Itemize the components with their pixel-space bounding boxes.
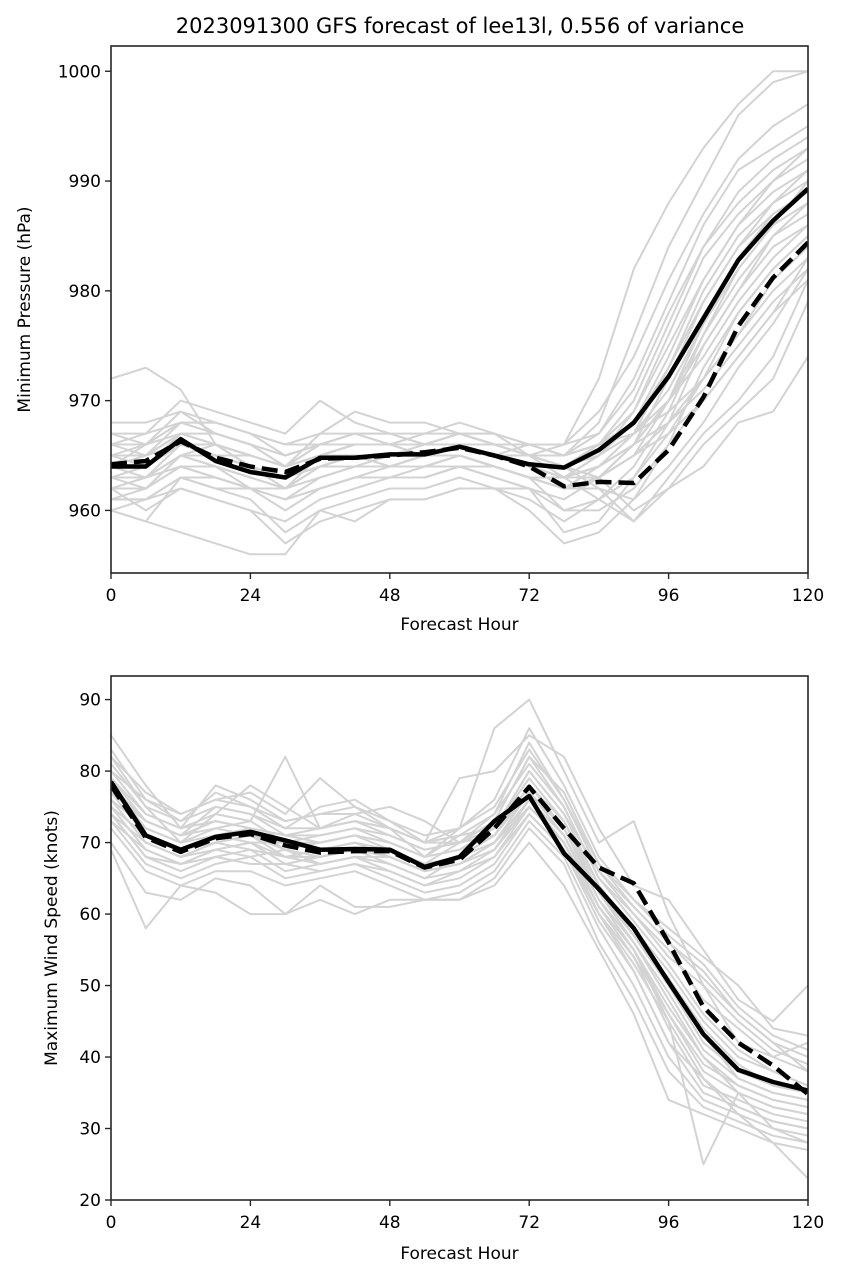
wind-y-tick-label: 70 [79,834,101,854]
pressure-x-tick-label: 0 [106,586,117,606]
wind-ensemble-member-line [111,791,808,1101]
wind-panel: 0 24 48 72 96 120 20 30 40 50 60 70 80 90 Forecast H… [42,675,824,1264]
wind-x-tick-label: 0 [106,1213,117,1233]
wind-lines [111,698,808,1180]
pressure-solid-line [111,187,808,480]
chart-title: 2023091300 GFS forecast of lee13l, 0.556… [176,14,745,38]
wind-x-axis-label: Forecast Hour [400,1244,518,1264]
pressure-x-tick-label: 120 [792,586,824,606]
wind-ensemble-member-line [111,748,808,1073]
wind-y-tick-label: 20 [79,1191,101,1211]
pressure-ensemble-member-line [111,235,808,490]
pressure-y-tick-label: 960 [69,501,101,521]
wind-y-tick-label: 80 [79,762,101,782]
wind-plot-area [111,698,808,1180]
wind-y-ticks: 20 30 40 50 60 70 80 90 [79,691,111,1211]
pressure-x-axis-label: Forecast Hour [400,615,518,635]
wind-ensemble-member-line [111,813,808,1130]
pressure-axes-frame [110,45,809,574]
pressure-x-ticks: 0 24 48 72 96 120 [106,573,824,606]
wind-y-axis-label: Maximum Wind Speed (knots) [42,810,62,1066]
wind-ensemble-member-line [111,777,808,1094]
wind-y-tick-label: 90 [79,691,101,711]
pressure-y-tick-label: 1000 [58,62,101,82]
wind-ensemble-member-line [111,841,808,1151]
pressure-y-tick-label: 990 [69,172,101,192]
wind-x-tick-label: 96 [658,1213,680,1233]
wind-dashed-line [111,784,808,1096]
wind-y-tick-label: 30 [79,1120,101,1140]
wind-x-tick-label: 24 [240,1213,262,1233]
wind-y-tick-label: 50 [79,977,101,997]
pressure-x-tick-label: 48 [379,586,401,606]
wind-ensemble-member-line [111,805,808,1180]
wind-y-tick-label: 60 [79,905,101,925]
pressure-ensemble-member-line [111,202,808,501]
wind-ensemble-member-line [111,820,808,1137]
pressure-dashed-line [111,240,808,489]
pressure-x-tick-label: 96 [658,586,680,606]
wind-x-tick-label: 120 [792,1213,824,1233]
wind-x-tick-label: 48 [379,1213,401,1233]
wind-axes-frame [110,675,809,1201]
pressure-ensemble-member-line [111,213,808,534]
wind-y-tick-label: 40 [79,1048,101,1068]
pressure-y-axis-label: Minimum Pressure (hPa) [15,206,35,412]
pressure-y-tick-label: 970 [69,392,101,412]
pressure-lines [111,70,808,556]
pressure-y-ticks: 960 970 980 990 1000 [58,62,111,521]
pressure-panel: 2023091300 GFS forecast of lee13l, 0.556… [15,14,824,635]
wind-ensemble-member-line [111,813,808,1130]
wind-x-tick-label: 72 [518,1213,540,1233]
pressure-x-tick-label: 72 [518,586,540,606]
pressure-x-tick-label: 24 [240,586,262,606]
pressure-ensemble-member-line [111,257,808,457]
pressure-y-tick-label: 980 [69,282,101,302]
wind-ensemble-member-line [111,762,808,1087]
wind-x-ticks: 0 24 48 72 96 120 [106,1200,824,1233]
pressure-plot-area [111,70,808,556]
